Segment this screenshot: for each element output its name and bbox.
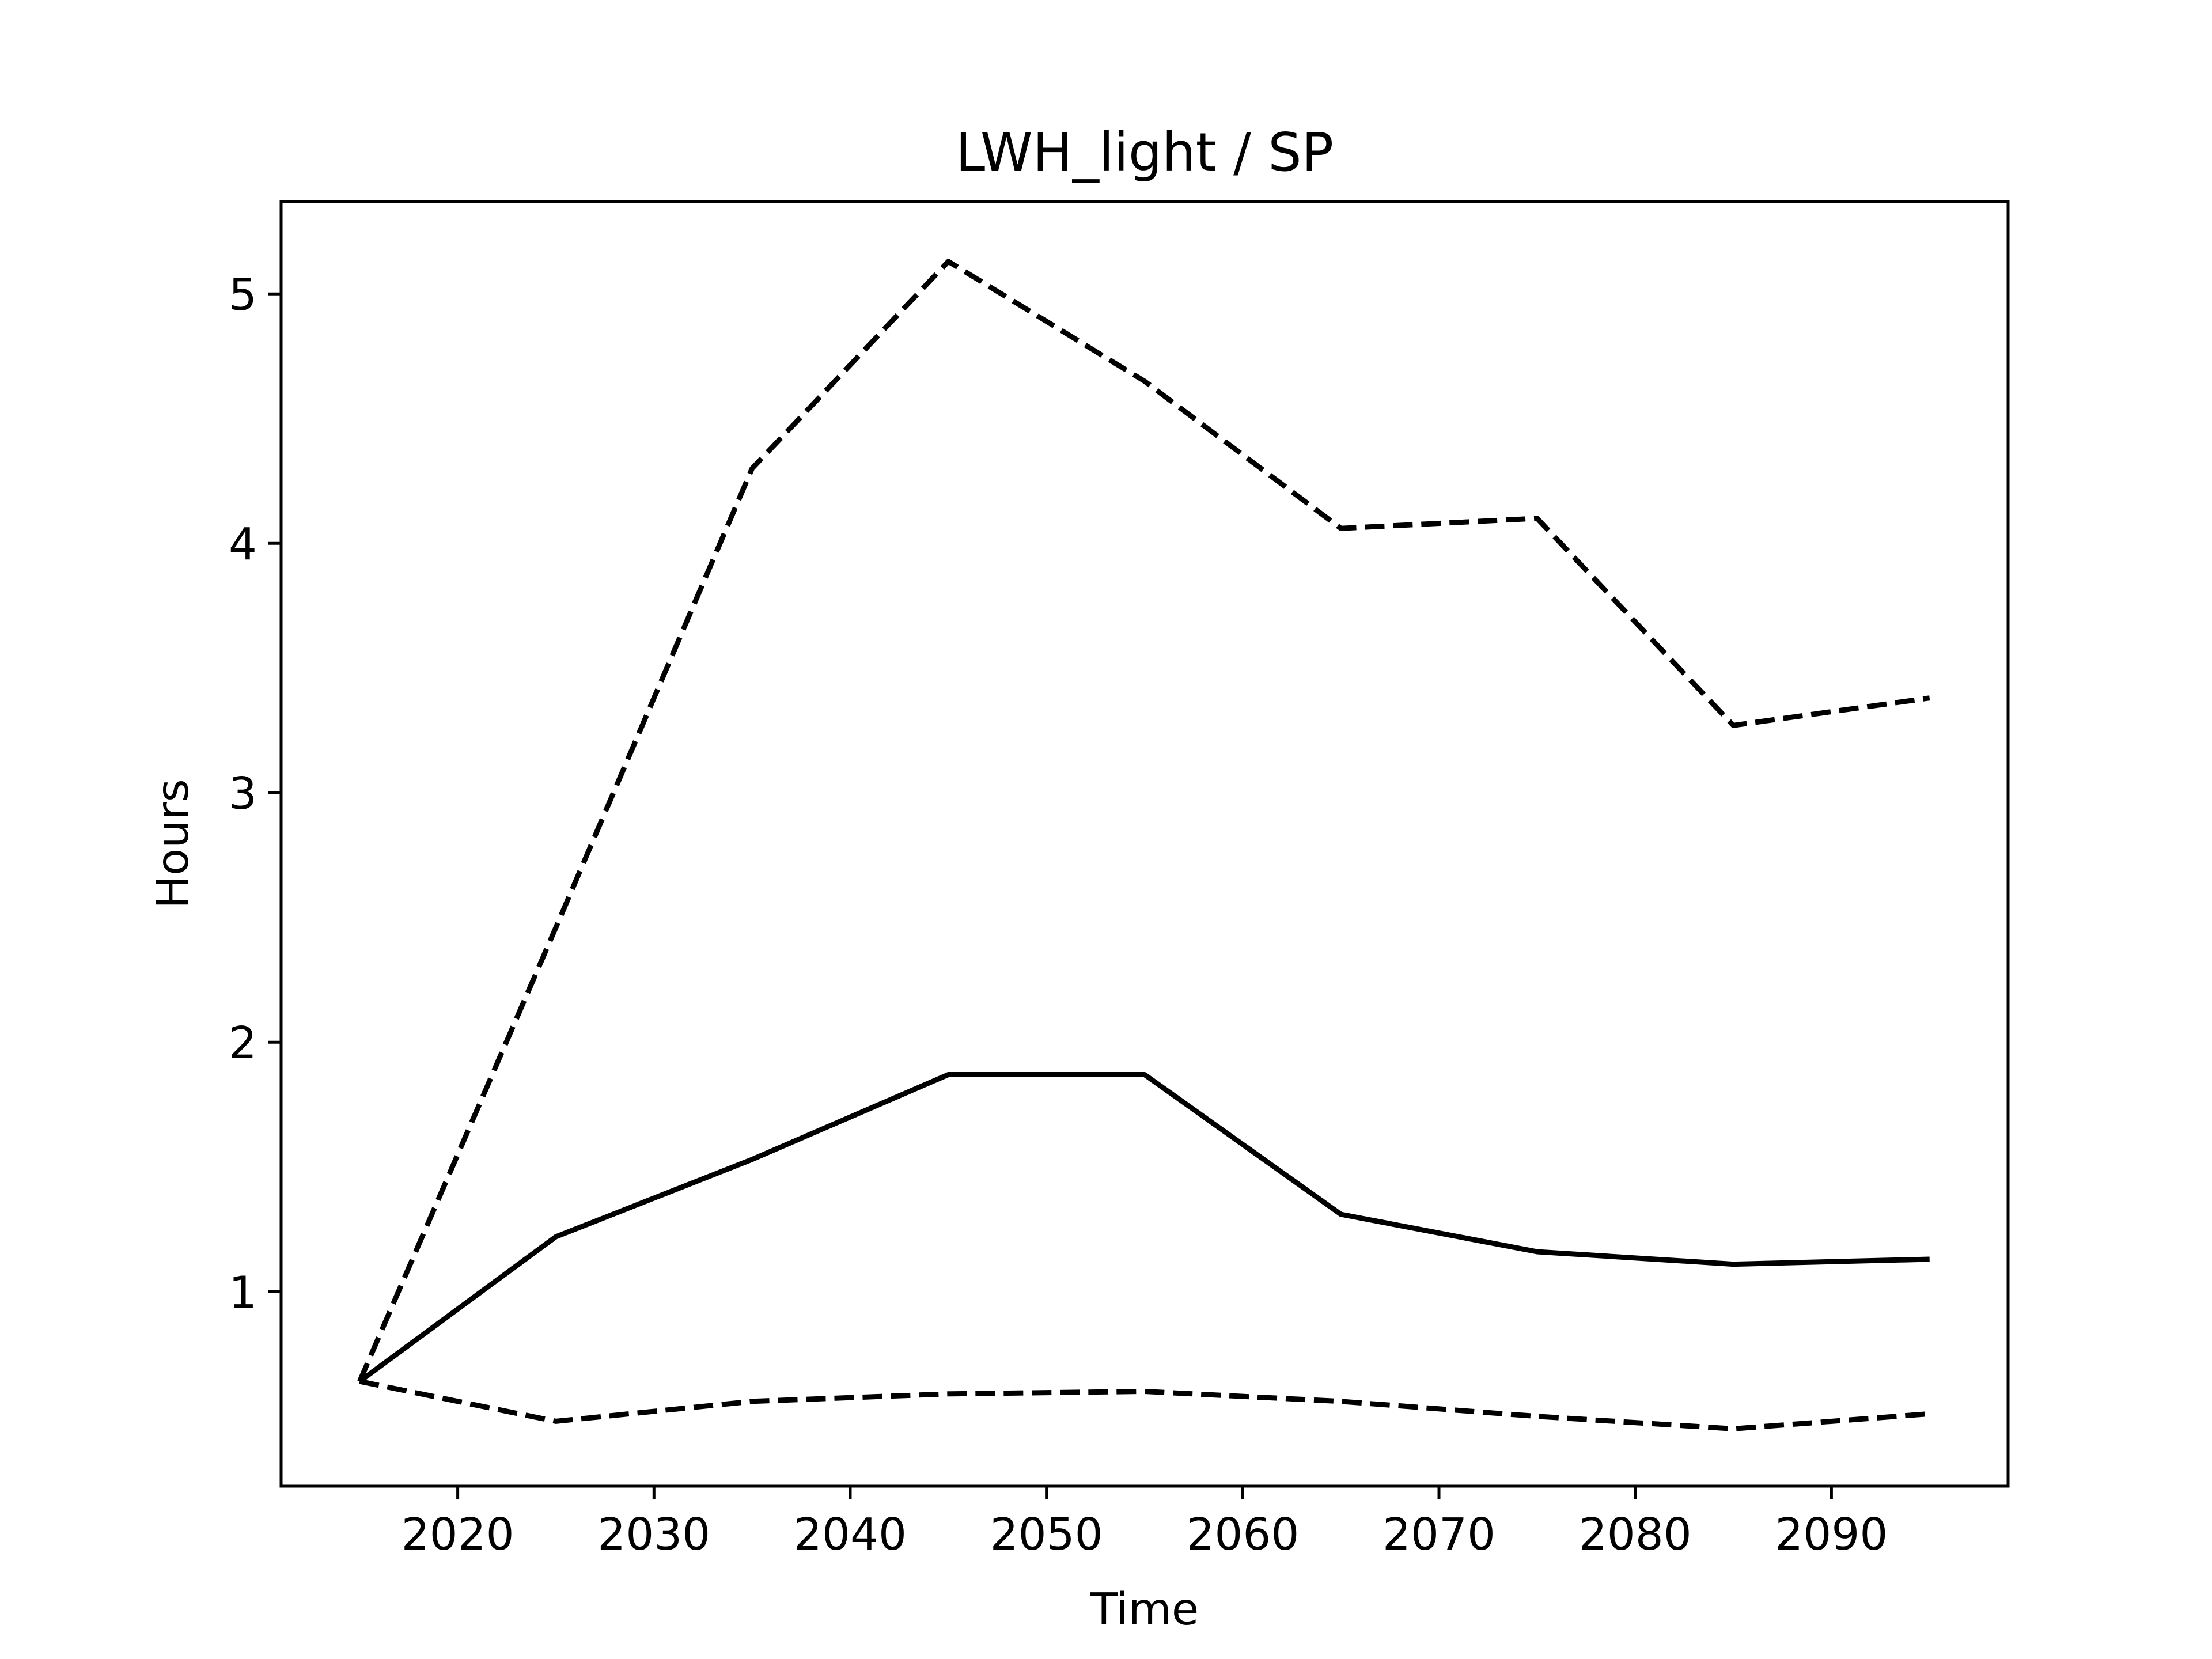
x-tick-label: 2060 xyxy=(1186,1509,1299,1560)
x-tick-label: 2080 xyxy=(1579,1509,1692,1560)
y-tick-label: 4 xyxy=(229,519,257,570)
y-axis-label: Hours xyxy=(147,779,199,909)
x-tick-label: 2090 xyxy=(1775,1509,1888,1560)
series-line-2-dashed xyxy=(357,259,1930,1382)
x-axis-label: Time xyxy=(1090,1584,1199,1635)
y-tick-label: 3 xyxy=(229,768,257,820)
y-axis-ticks: 1 2 3 4 5 xyxy=(229,270,281,1319)
plot-frame xyxy=(279,200,2010,1488)
series-layer xyxy=(357,259,1930,1431)
series-line-1-solid xyxy=(358,1072,1930,1384)
x-tick-label: 2070 xyxy=(1382,1509,1495,1560)
x-tick-label: 2050 xyxy=(990,1509,1103,1560)
y-tick-label: 1 xyxy=(229,1267,257,1319)
y-tick-label: 5 xyxy=(229,270,257,321)
chart-title: LWH_light / SP xyxy=(956,122,1334,183)
series-line-3-dashed xyxy=(359,1378,1930,1431)
x-tick-label: 2020 xyxy=(402,1509,514,1560)
x-tick-label: 2030 xyxy=(597,1509,710,1560)
x-axis-ticks: 2020 2030 2040 2050 2060 2070 2080 2090 xyxy=(402,1486,1888,1560)
y-tick-label: 2 xyxy=(229,1018,257,1069)
x-tick-label: 2040 xyxy=(794,1509,907,1560)
